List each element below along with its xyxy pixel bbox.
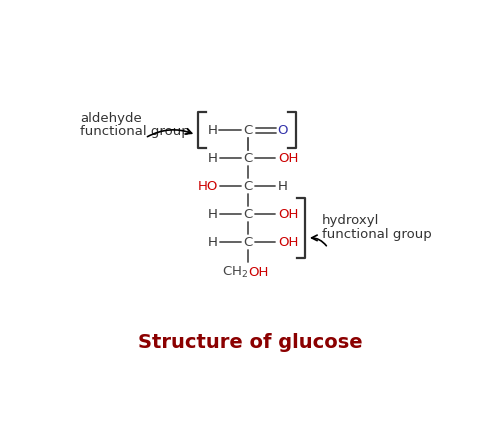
Text: functional group: functional group [80,125,190,139]
Text: aldehyde: aldehyde [80,111,142,125]
Text: H: H [208,235,218,249]
Text: functional group: functional group [322,227,432,241]
Text: H: H [208,207,218,221]
Text: C: C [243,179,253,193]
Text: OH: OH [278,151,299,164]
Text: OH: OH [278,235,299,249]
Text: C: C [243,207,253,221]
Text: CH$_2$: CH$_2$ [222,264,248,280]
Text: H: H [278,179,288,193]
Text: hydroxyl: hydroxyl [322,213,379,227]
Text: HO: HO [197,179,218,193]
Text: C: C [243,235,253,249]
Text: C: C [243,124,253,136]
Text: OH: OH [248,266,269,278]
Text: Structure of glucose: Structure of glucose [138,332,362,351]
Text: H: H [208,151,218,164]
Text: O: O [278,124,288,136]
Text: C: C [243,151,253,164]
Text: OH: OH [278,207,299,221]
Text: H: H [208,124,218,136]
